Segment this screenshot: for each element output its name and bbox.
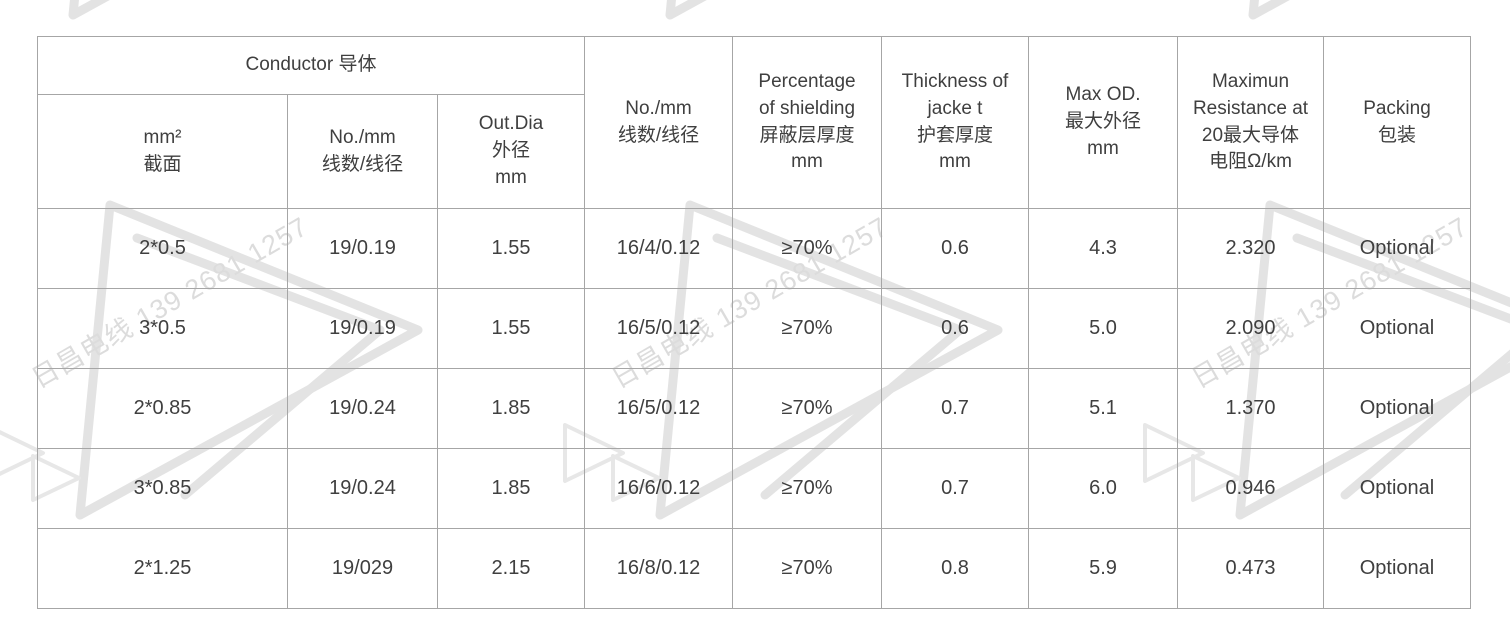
header-strand-count: No./mm 线数/线径	[584, 36, 733, 209]
table-cell: 0.473	[1177, 528, 1324, 609]
table-cell: Optional	[1323, 368, 1471, 449]
table-cell: ≥70%	[732, 448, 882, 529]
header-jacket-thickness: Thickness of jacke t 护套厚度 mm	[881, 36, 1029, 209]
table-cell: ≥70%	[732, 528, 882, 609]
table-cell: 16/4/0.12	[584, 208, 733, 289]
table-cell: 1.55	[437, 208, 585, 289]
header-max-resistance: Maximun Resistance at 20最大导体 电阻Ω/km	[1177, 36, 1324, 209]
table-cell: ≥70%	[732, 368, 882, 449]
table-cell: 0.8	[881, 528, 1029, 609]
table-cell: 1.55	[437, 288, 585, 369]
table-cell: Optional	[1323, 288, 1471, 369]
header-shielding-percentage: Percentage of shielding 屏蔽层厚度 mm	[732, 36, 882, 209]
table-row: 2*0.5 19/0.19 1.55 16/4/0.12 ≥70% 0.6 4.…	[37, 208, 1471, 289]
table-cell: 1.85	[437, 448, 585, 529]
header-out-dia: Out.Dia 外径 mm	[437, 94, 585, 209]
table-row: 2*1.25 19/029 2.15 16/8/0.12 ≥70% 0.8 5.…	[37, 528, 1471, 609]
table-cell: 19/029	[287, 528, 438, 609]
table-cell: 5.1	[1028, 368, 1178, 449]
table-cell: 1.370	[1177, 368, 1324, 449]
header-cross-section: mm² 截面	[37, 94, 288, 209]
table-cell: 3*0.5	[37, 288, 288, 369]
table-cell: 16/8/0.12	[584, 528, 733, 609]
table-cell: 3*0.85	[37, 448, 288, 529]
table-cell: 6.0	[1028, 448, 1178, 529]
table-cell: 16/6/0.12	[584, 448, 733, 529]
header-conductor: Conductor 导体	[37, 36, 585, 95]
header-max-od: Max OD. 最大外径 mm	[1028, 36, 1178, 209]
table-cell: 2.320	[1177, 208, 1324, 289]
table-cell: 0.7	[881, 368, 1029, 449]
table-cell: Optional	[1323, 448, 1471, 529]
table-cell: ≥70%	[732, 208, 882, 289]
table-cell: Optional	[1323, 208, 1471, 289]
table-cell: 5.9	[1028, 528, 1178, 609]
table-row: 3*0.85 19/0.24 1.85 16/6/0.12 ≥70% 0.7 6…	[37, 448, 1471, 529]
spec-table: Conductor 导体 No./mm 线数/线径 Percentage of …	[37, 36, 1471, 609]
table-header-row-top: Conductor 导体 No./mm 线数/线径 Percentage of …	[37, 36, 1471, 209]
table-cell: ≥70%	[732, 288, 882, 369]
table-row: 2*0.85 19/0.24 1.85 16/5/0.12 ≥70% 0.7 5…	[37, 368, 1471, 449]
table-header-row-sub: mm² 截面 No./mm 线数/线径 Out.Dia 外径 mm	[37, 94, 1471, 209]
table-cell: 19/0.24	[287, 448, 438, 529]
table-cell: 0.7	[881, 448, 1029, 529]
table-cell: 4.3	[1028, 208, 1178, 289]
table-row: 3*0.5 19/0.19 1.55 16/5/0.12 ≥70% 0.6 5.…	[37, 288, 1471, 369]
table-cell: Optional	[1323, 528, 1471, 609]
table-cell: 0.946	[1177, 448, 1324, 529]
table-cell: 5.0	[1028, 288, 1178, 369]
table-cell: 19/0.19	[287, 208, 438, 289]
table-cell: 19/0.24	[287, 368, 438, 449]
table-cell: 0.6	[881, 288, 1029, 369]
table-cell: 2*0.5	[37, 208, 288, 289]
table-cell: 2*0.85	[37, 368, 288, 449]
table-cell: 2.15	[437, 528, 585, 609]
table-cell: 2*1.25	[37, 528, 288, 609]
table-cell: 0.6	[881, 208, 1029, 289]
table-cell: 19/0.19	[287, 288, 438, 369]
header-packing: Packing 包装	[1323, 36, 1471, 209]
table-cell: 2.090	[1177, 288, 1324, 369]
table-cell: 16/5/0.12	[584, 368, 733, 449]
table-cell: 1.85	[437, 368, 585, 449]
table-cell: 16/5/0.12	[584, 288, 733, 369]
header-no-mm: No./mm 线数/线径	[287, 94, 438, 209]
